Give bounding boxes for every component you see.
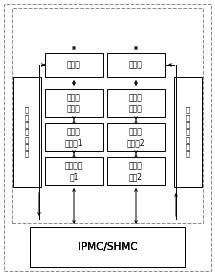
- Text: 总线接
口芯片2: 总线接 口芯片2: [127, 127, 145, 147]
- Text: 继
电
器
驱
动
电
路: 继 电 器 驱 动 电 路: [186, 107, 190, 157]
- Text: IPMC/SHMC: IPMC/SHMC: [78, 242, 137, 252]
- Text: 总线防
护电路: 总线防 护电路: [67, 93, 81, 113]
- Bar: [107, 157, 165, 185]
- Text: IPMC/SHMC: IPMC/SHMC: [78, 242, 137, 252]
- Bar: [45, 157, 103, 185]
- Bar: [12, 8, 203, 223]
- Text: 总线接
口芯片1: 总线接 口芯片1: [65, 127, 83, 147]
- Bar: [30, 227, 185, 267]
- Bar: [45, 53, 103, 77]
- Text: 继电器: 继电器: [67, 60, 81, 70]
- Text: 继
电
器
驱
动
电
路: 继 电 器 驱 动 电 路: [25, 107, 29, 157]
- Text: 总线控制
器1: 总线控制 器1: [65, 161, 83, 181]
- Bar: [45, 123, 103, 151]
- Text: 总线防
护电路: 总线防 护电路: [129, 93, 143, 113]
- Bar: [107, 53, 165, 77]
- Bar: [30, 227, 185, 267]
- Bar: [107, 123, 165, 151]
- Bar: [13, 77, 41, 187]
- Bar: [107, 89, 165, 117]
- Bar: [174, 77, 202, 187]
- Bar: [45, 89, 103, 117]
- Text: IPMC/SHMC: IPMC/SHMC: [78, 242, 137, 252]
- Text: 总线控
制器2: 总线控 制器2: [129, 161, 143, 181]
- Text: 继电器: 继电器: [129, 60, 143, 70]
